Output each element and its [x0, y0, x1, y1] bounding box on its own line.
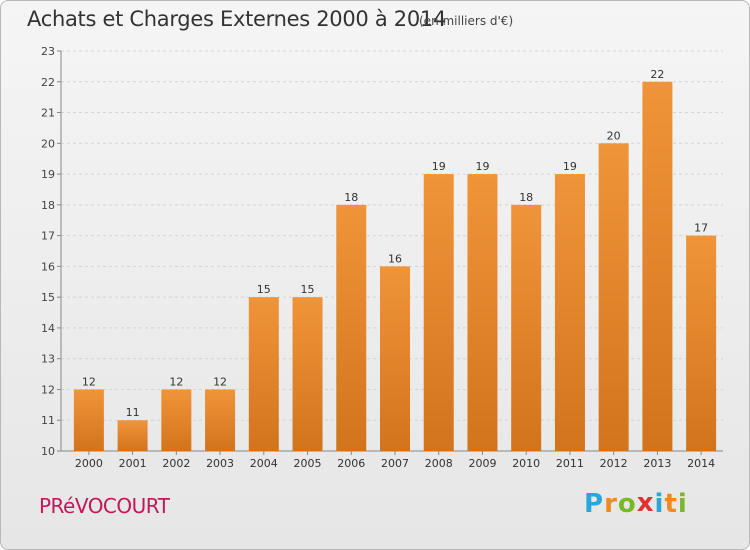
bar — [511, 204, 542, 451]
x-tick-label: 2007 — [381, 457, 409, 470]
x-tick-label: 2014 — [687, 457, 715, 470]
y-tick-label: 23 — [41, 45, 55, 58]
chart-title: Achats et Charges Externes 2000 à 2014 — [27, 7, 447, 31]
data-label: 12 — [82, 375, 96, 388]
y-tick-label: 20 — [41, 137, 55, 150]
x-tick-label: 2002 — [162, 457, 190, 470]
y-tick-label: 11 — [41, 414, 55, 427]
y-tick-label: 15 — [41, 291, 55, 304]
bar — [117, 420, 148, 451]
x-tick-label: 2009 — [468, 457, 496, 470]
data-label: 15 — [257, 283, 271, 296]
data-label: 11 — [126, 406, 140, 419]
logo-letter: P — [584, 489, 605, 519]
chart-unit: (en milliers d'€) — [419, 14, 514, 28]
x-tick-label: 2000 — [75, 457, 103, 470]
bar — [292, 297, 323, 451]
place-name: PRéVOCOURT — [39, 494, 170, 518]
x-tick-label: 2001 — [119, 457, 147, 470]
bars — [73, 81, 717, 452]
data-label: 20 — [607, 129, 621, 142]
y-tick-label: 18 — [41, 199, 55, 212]
logo-letter: i — [654, 489, 665, 519]
data-label: 17 — [694, 222, 708, 235]
proxiti-logo: Proxiti — [584, 488, 688, 519]
bar — [642, 81, 673, 452]
labels: 12 2000 11 2001 12 2002 12 2003 15 2004 15 2005 18 20… — [75, 68, 715, 470]
x-tick-label: 2006 — [337, 457, 365, 470]
y-tick-label: 13 — [41, 353, 55, 366]
data-label: 12 — [213, 375, 227, 388]
data-label: 12 — [169, 375, 183, 388]
bar — [554, 174, 585, 452]
x-tick-label: 2010 — [512, 457, 540, 470]
logo-letter: o — [617, 489, 637, 519]
logo-letter: t — [664, 489, 678, 519]
y-tick-label: 16 — [41, 260, 55, 273]
x-tick-label: 2004 — [250, 457, 278, 470]
x-tick-label: 2008 — [425, 457, 453, 470]
y-tick-label: 12 — [41, 383, 55, 396]
data-label: 22 — [650, 68, 664, 81]
data-label: 18 — [344, 191, 358, 204]
bar — [467, 174, 498, 452]
bar — [686, 235, 717, 451]
x-tick-label: 2013 — [643, 457, 671, 470]
bar — [336, 204, 367, 451]
y-tick-label: 14 — [41, 322, 55, 335]
data-label: 19 — [432, 160, 446, 173]
bar — [423, 174, 454, 452]
logo-letter: i — [677, 489, 688, 519]
data-label: 16 — [388, 252, 402, 265]
bar — [248, 297, 279, 451]
y-tick-label: 19 — [41, 168, 55, 181]
y-tick-label: 10 — [41, 445, 55, 458]
logo-letter: r — [604, 489, 618, 519]
bar — [73, 389, 104, 451]
logo-letter: x — [636, 488, 655, 518]
x-tick-label: 2012 — [600, 457, 628, 470]
x-tick-label: 2003 — [206, 457, 234, 470]
data-label: 19 — [563, 160, 577, 173]
y-tick-label: 22 — [41, 76, 55, 89]
y-tick-label: 21 — [41, 107, 55, 120]
data-label: 15 — [301, 283, 315, 296]
bar — [598, 143, 629, 452]
y-tick-label: 17 — [41, 230, 55, 243]
data-label: 19 — [475, 160, 489, 173]
bar — [380, 266, 410, 451]
bar — [161, 389, 192, 451]
data-label: 18 — [519, 191, 533, 204]
x-tick-label: 2011 — [556, 457, 584, 470]
x-tick-label: 2005 — [294, 457, 322, 470]
bar — [205, 389, 236, 451]
